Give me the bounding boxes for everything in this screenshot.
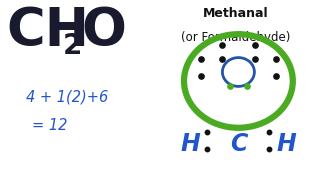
Text: Methanal: Methanal <box>202 7 268 20</box>
Text: C: C <box>230 132 247 156</box>
Text: = 12: = 12 <box>32 118 68 134</box>
Text: H: H <box>180 132 200 156</box>
Text: H: H <box>276 132 296 156</box>
Text: 2: 2 <box>63 32 83 60</box>
Text: (or Formaldehyde): (or Formaldehyde) <box>180 31 290 44</box>
Text: CH: CH <box>6 5 89 57</box>
Text: O: O <box>82 5 126 57</box>
Text: 4 + 1(2)+6: 4 + 1(2)+6 <box>26 90 108 105</box>
